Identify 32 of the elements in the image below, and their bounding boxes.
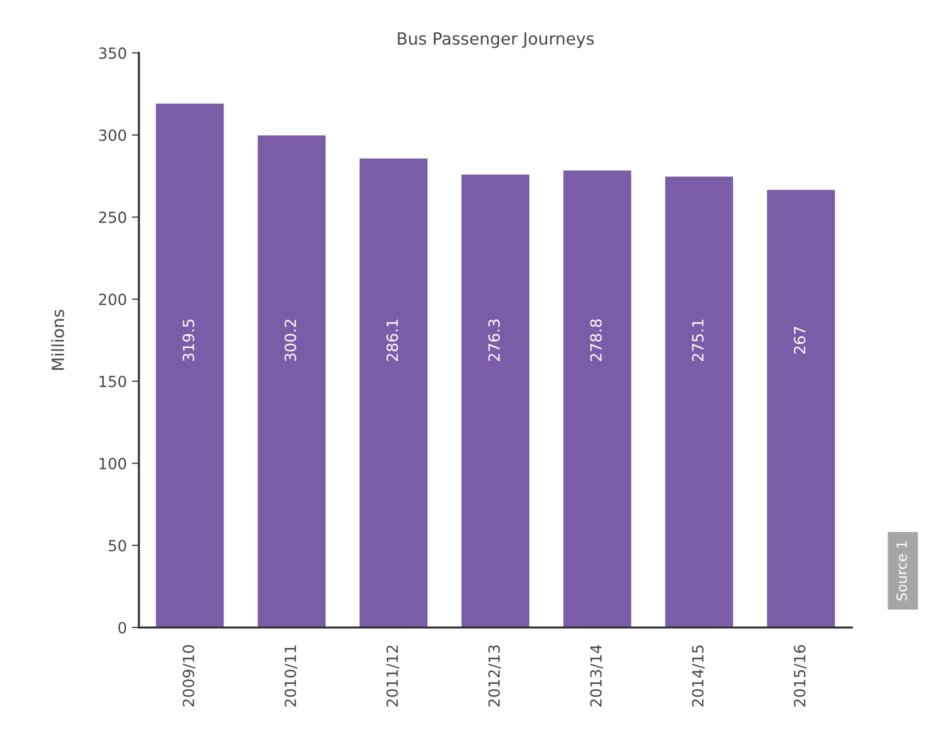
bar xyxy=(358,157,429,628)
data-label: 267 xyxy=(794,326,806,354)
bar xyxy=(256,134,328,628)
x-tick-label: 2013/14 xyxy=(590,645,603,706)
y-axis-title: Millions xyxy=(51,310,64,370)
chart-title: Bus Passenger Journeys xyxy=(398,32,594,48)
data-label: 286.1 xyxy=(386,320,398,361)
bar xyxy=(562,169,633,628)
y-tick-label: 100 xyxy=(100,458,126,470)
bar xyxy=(664,175,734,628)
bar xyxy=(154,102,226,628)
x-tick-label: 2011/12 xyxy=(386,646,400,706)
data-label: 319.5 xyxy=(182,320,194,361)
data-label: 300.2 xyxy=(284,320,296,361)
x-tick-label: 2014/15 xyxy=(692,645,705,706)
y-tick-label: 300 xyxy=(99,129,126,142)
data-label: 276.3 xyxy=(488,320,500,361)
y-tick-label: 50 xyxy=(108,540,126,552)
y-tick-label: 200 xyxy=(99,294,126,306)
x-tick-label: 2015/16 xyxy=(794,645,807,706)
bar xyxy=(766,188,836,628)
x-tick-label: 2012/13 xyxy=(488,645,502,706)
bar xyxy=(460,173,531,628)
y-tick-label: 250 xyxy=(99,212,126,224)
y-tick-label: 0 xyxy=(118,622,126,634)
y-tick-label: 150 xyxy=(100,376,126,388)
data-label: 278.8 xyxy=(590,319,602,361)
data-label: 275.1 xyxy=(692,320,704,361)
source-note: Source 1 xyxy=(896,542,907,600)
x-tick-label: 2009/10 xyxy=(182,645,196,706)
y-tick-label: 350 xyxy=(99,47,126,59)
x-tick-label: 2010/11 xyxy=(284,646,298,706)
